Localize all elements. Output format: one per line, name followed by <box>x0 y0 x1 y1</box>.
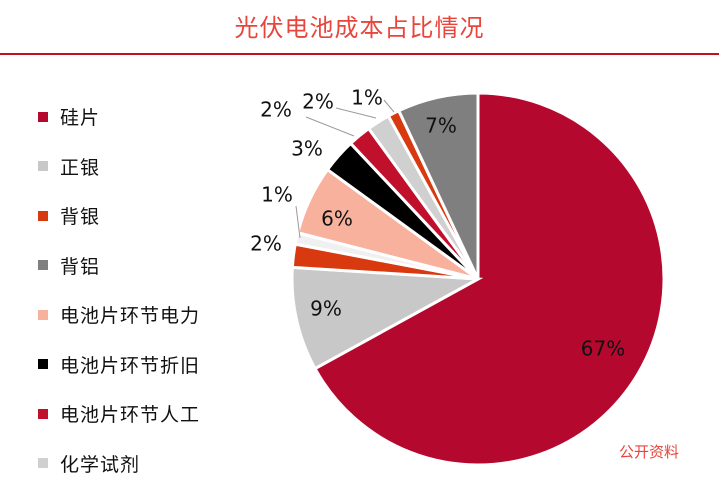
source-note: 公开资料 <box>619 441 679 462</box>
data-label: 3% <box>291 137 323 161</box>
leader-line <box>384 100 394 112</box>
data-label: 2% <box>250 232 282 256</box>
data-label: 67% <box>581 337 625 361</box>
data-label: 9% <box>310 297 342 321</box>
data-label: 1% <box>261 183 293 207</box>
data-label: 2% <box>302 90 334 114</box>
data-label: 6% <box>321 207 353 231</box>
data-label: 2% <box>260 98 292 122</box>
leader-line <box>336 108 376 118</box>
data-label: 7% <box>425 114 457 138</box>
leader-line <box>306 117 354 136</box>
data-label: 1% <box>351 86 383 110</box>
pie-chart: 67% 9% 2% 1% 6% 3% 2% 2% 1% 7% <box>0 0 719 476</box>
